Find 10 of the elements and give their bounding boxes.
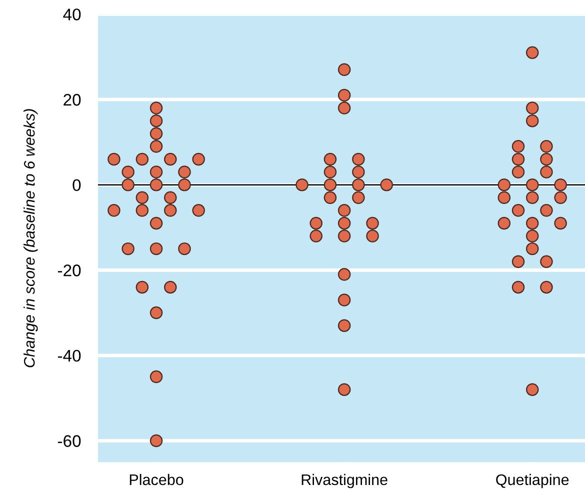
x-tick-label: Rivastigmine [302,474,388,488]
y-tick-label: 20 [64,94,81,106]
y-tick-label: -40 [58,350,81,362]
x-tick-label: Quetiapine [496,474,569,488]
y-tick-label: -20 [58,264,81,276]
x-tick-label: Placebo [130,474,184,486]
y-tick-label: 0 [72,179,81,192]
y-tick-label: -60 [58,435,81,447]
y-axis-title: Change in score (baseline to 6 weeks) [24,109,38,368]
y-tick-label: 40 [63,8,81,20]
